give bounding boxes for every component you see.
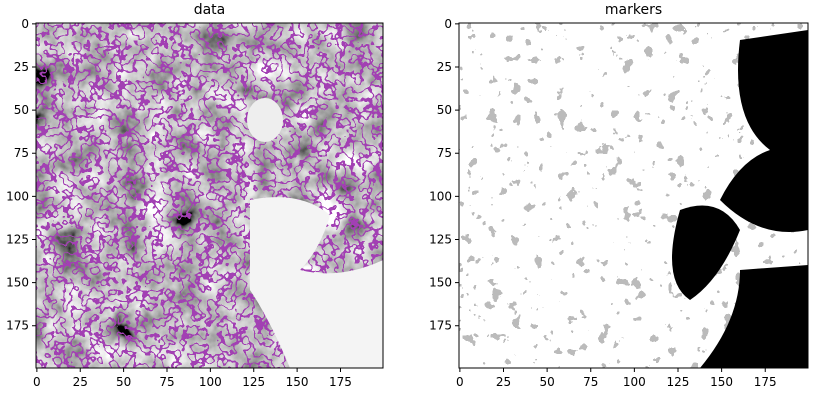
x-tick-label: 175	[329, 375, 352, 389]
y-tick-label: 100	[429, 189, 452, 203]
x-tick-label: 0	[33, 375, 41, 389]
x-tick-label: 125	[242, 375, 265, 389]
x-tick-label: 75	[583, 375, 598, 389]
axes-frame	[35, 22, 384, 369]
y-tick-label: 125	[6, 232, 29, 246]
y-tick-label: 0	[444, 17, 452, 31]
chart-title: markers	[605, 2, 662, 18]
x-tick-label: 50	[116, 375, 131, 389]
x-tick-label: 150	[710, 375, 733, 389]
x-tick-label: 25	[73, 375, 88, 389]
x-tick-label: 0	[456, 375, 464, 389]
x-tick-label: 125	[667, 375, 690, 389]
y-tick-label: 150	[429, 276, 452, 290]
y-tick-label: 175	[6, 319, 29, 333]
image-left	[36, 23, 383, 368]
x-tick-label: 150	[286, 375, 309, 389]
y-tick-label: 0	[21, 17, 29, 31]
y-tick-label: 50	[14, 103, 29, 117]
x-tick-label: 75	[159, 375, 174, 389]
x-tick-label: 100	[199, 375, 222, 389]
x-tick-label: 50	[539, 375, 554, 389]
chart-title: data	[194, 2, 226, 18]
y-tick-label: 150	[6, 276, 29, 290]
y-tick-label: 125	[429, 232, 452, 246]
x-tick-label: 175	[754, 375, 777, 389]
y-tick-label: 25	[437, 60, 452, 74]
axes-frame	[458, 22, 809, 369]
image-right	[459, 23, 808, 368]
y-tick-label: 50	[437, 103, 452, 117]
x-tick-label: 100	[623, 375, 646, 389]
x-tick-label: 25	[496, 375, 511, 389]
y-tick-label: 175	[429, 319, 452, 333]
y-tick-label: 75	[14, 146, 29, 160]
y-tick-label: 100	[6, 189, 29, 203]
y-tick-label: 25	[14, 60, 29, 74]
y-tick-label: 75	[437, 146, 452, 160]
